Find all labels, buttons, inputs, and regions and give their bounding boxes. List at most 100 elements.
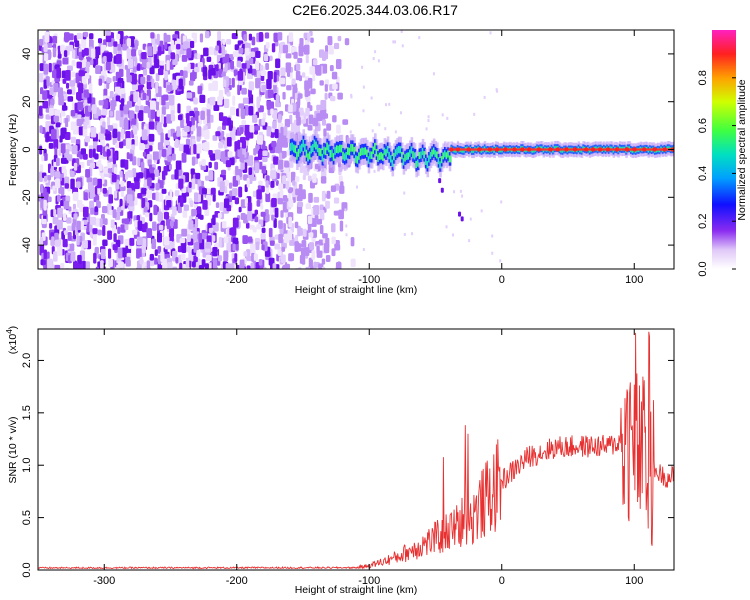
noise-cell <box>54 178 61 189</box>
noise-cell <box>297 243 302 252</box>
noise-cell <box>53 115 60 123</box>
noise-cell <box>284 118 291 128</box>
noise-cell <box>86 222 90 233</box>
noise-cell <box>319 49 325 58</box>
noise-cell <box>57 194 61 202</box>
noise-cell <box>168 163 172 170</box>
noise-cell <box>55 157 60 167</box>
noise-cell <box>237 84 241 96</box>
noise-cell <box>308 114 314 125</box>
noise-cell <box>316 218 323 225</box>
noise-cell <box>338 209 344 220</box>
noise-cell <box>145 99 150 106</box>
signal-core-band <box>383 147 387 155</box>
noise-cell <box>149 212 153 222</box>
noise-cell <box>288 187 294 194</box>
noise-cell <box>59 135 63 143</box>
noise-cell <box>243 251 248 257</box>
noise-cell <box>120 180 125 187</box>
noise-cell <box>196 143 202 154</box>
spectrogram-x-tick-label: -100 <box>358 274 380 286</box>
spectrogram-signal-band <box>289 129 674 222</box>
signal-core-band <box>431 149 434 157</box>
noise-cell <box>215 202 220 209</box>
signal-outlier <box>460 216 464 222</box>
noise-cell <box>307 32 311 42</box>
signal-peak-dot <box>512 147 517 152</box>
noise-cell <box>226 39 232 45</box>
noise-cell <box>70 178 75 190</box>
noise-cell <box>233 69 238 77</box>
noise-cell <box>189 62 195 70</box>
noise-cell <box>113 190 118 199</box>
noise-cell <box>189 40 195 49</box>
noise-cell <box>199 33 204 43</box>
noise-cell <box>39 244 45 256</box>
noise-cell <box>46 131 50 142</box>
noise-cell <box>168 240 173 250</box>
signal-peak-dot <box>597 147 603 152</box>
spectrogram-y-tick-label: 0 <box>21 146 33 152</box>
noise-cell <box>125 138 132 149</box>
signal-peak-dot <box>503 147 508 152</box>
colorbar-tick-label: 0.0 <box>697 261 709 276</box>
noise-cell <box>432 72 435 76</box>
noise-cell <box>90 207 95 215</box>
noise-cell <box>51 70 57 79</box>
signal-peak-dot <box>662 147 667 152</box>
noise-cell <box>269 55 273 62</box>
noise-cell <box>284 263 290 269</box>
noise-cell <box>162 258 167 265</box>
noise-cell <box>245 222 250 229</box>
noise-cell <box>279 189 284 199</box>
noise-cell <box>326 190 331 199</box>
noise-cell <box>255 241 260 251</box>
noise-cell <box>222 39 226 45</box>
noise-cell <box>301 72 306 78</box>
noise-cell <box>161 188 167 194</box>
snr-y-tick-label: 0.5 <box>21 510 33 525</box>
noise-cell <box>371 129 374 133</box>
noise-cell <box>110 219 115 229</box>
noise-cell <box>197 53 201 60</box>
noise-cell <box>39 105 43 116</box>
noise-cell <box>148 121 155 130</box>
noise-cell <box>112 155 116 165</box>
noise-cell <box>157 46 162 56</box>
noise-cell <box>134 196 138 206</box>
signal-peak-dot <box>536 147 542 152</box>
colorbar-label: Normalized spectral amplitude <box>736 79 748 220</box>
noise-cell <box>293 51 298 59</box>
noise-cell <box>244 47 250 56</box>
noise-cell <box>229 263 235 269</box>
noise-cell <box>62 213 67 222</box>
noise-cell <box>146 260 150 269</box>
noise-cell <box>222 56 228 64</box>
noise-cell <box>43 153 48 161</box>
noise-cell <box>305 54 309 64</box>
noise-cell <box>64 183 69 189</box>
noise-cell <box>156 232 163 243</box>
noise-cell <box>268 227 273 238</box>
noise-cell <box>304 86 309 98</box>
noise-cell <box>201 232 208 240</box>
noise-cell <box>271 43 276 53</box>
signal-core-band <box>366 149 369 158</box>
noise-cell <box>132 168 137 178</box>
signal-outlier <box>440 187 444 193</box>
noise-cell <box>137 220 143 231</box>
noise-cell <box>319 80 324 86</box>
noise-cell <box>205 241 212 249</box>
noise-cell <box>67 225 73 232</box>
noise-cell <box>96 178 102 189</box>
noise-cell <box>165 101 170 110</box>
noise-cell <box>124 171 128 181</box>
noise-cell <box>252 114 258 123</box>
noise-cell <box>120 159 126 168</box>
noise-cell <box>98 163 103 172</box>
noise-cell <box>350 237 355 247</box>
noise-cell <box>288 216 292 228</box>
noise-cell <box>94 206 99 213</box>
noise-cell <box>250 51 255 58</box>
signal-core-band <box>443 150 447 158</box>
